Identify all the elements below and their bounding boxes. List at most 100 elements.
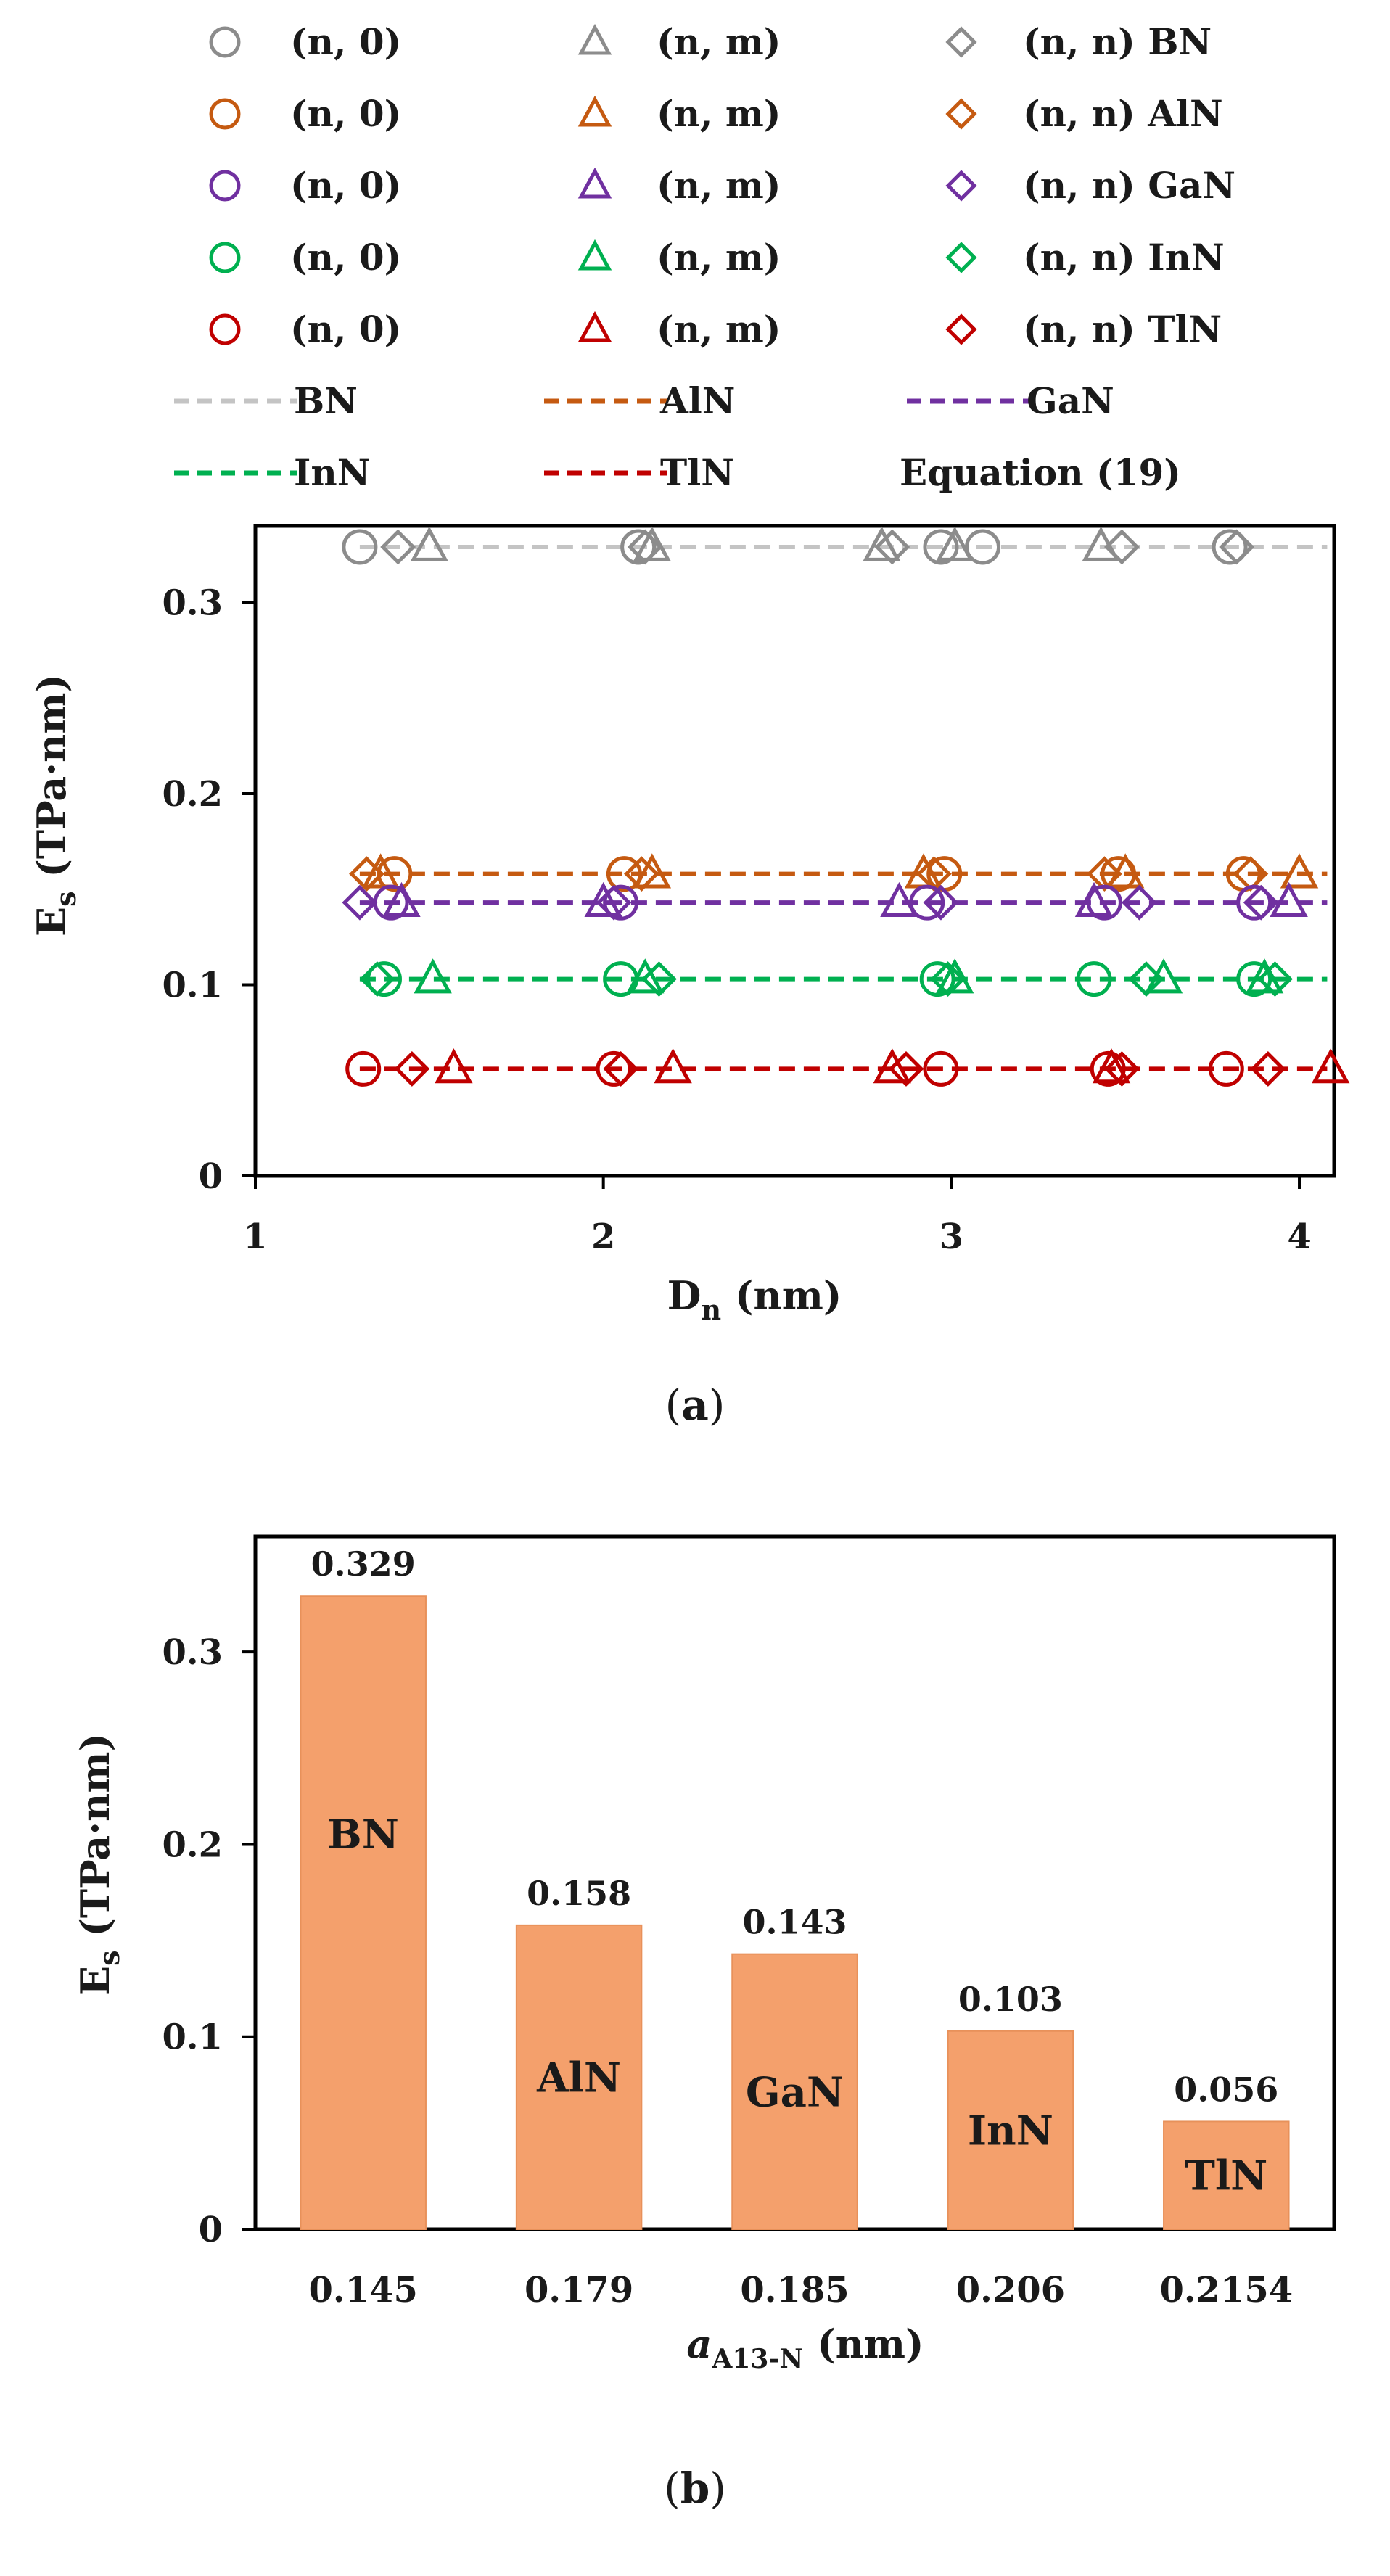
point-diamond-gan [1121,884,1157,921]
legend-label: (n, n) AlN [1023,92,1223,135]
point-triangle-gan [1270,881,1308,917]
y-tick-label: 0.1 [162,965,223,1005]
legend-label: (n, m) [657,236,781,279]
point-diamond-gan [1243,884,1279,921]
x-tick-label: 2 [591,1217,615,1257]
point-diamond-tln [1103,1050,1140,1087]
bar-tln [1163,2120,1290,2230]
legend-diamond-tln-icon [945,313,977,345]
y-axis-symbol: E [28,907,75,937]
x-axis-subscript-b: A13-N [711,2344,803,2374]
x-axis-title: Dn (nm) [667,1272,842,1326]
bar-material-label: AlN [536,2054,621,2102]
point-circle-gan [1236,884,1272,921]
y-axis-subscript: s [49,891,82,906]
point-triangle-tln [435,1048,473,1084]
panel-caption-a: (a) [665,1380,725,1430]
point-diamond-tln [603,1050,639,1087]
x-category-label: 0.179 [525,2270,633,2310]
legend-label: (n, m) [657,164,781,207]
y-axis-title: Es (TPa·nm) [28,674,82,937]
point-diamond-tln [888,1050,924,1087]
legend-label: (n, m) [657,92,781,135]
plot-area-frame [253,524,1336,1178]
legend-label: (n, 0) [290,20,401,63]
point-circle-bn [1212,529,1248,565]
point-circle-tln [596,1050,632,1087]
y-tick-label: 0.2 [162,774,223,815]
bar-value-label: 0.329 [311,1544,416,1584]
point-diamond-inn [1257,961,1293,997]
point-circle-inn [1236,961,1272,997]
point-triangle-aln [1280,853,1319,889]
point-triangle-tln [873,1048,912,1084]
y-tick-label-b: 0.2 [162,1824,223,1865]
legend-triangle-inn-icon [577,239,612,271]
point-diamond-inn [930,961,966,997]
bar-bn [300,1595,427,2230]
legend-label: (n, 0) [290,164,401,207]
point-diamond-gan [923,884,959,921]
scatter-chart-panel-a: 0 0.1 0.2 0.3 1 2 3 4 Es (TPa·nm) Dn (nm) (a) [28,524,1350,1430]
point-triangle-bn [410,526,449,561]
point-circle-gan [909,884,945,921]
point-circle-tln [1208,1050,1244,1087]
point-diamond-bn [1103,529,1140,565]
data-points [342,526,1350,1087]
point-triangle-gan [584,881,622,917]
legend-triangle-aln-icon [577,95,612,127]
y-tick-label-b: 0 [199,2210,223,2250]
x-tick-label: 4 [1287,1217,1311,1257]
y-tick-label: 0 [199,1156,223,1197]
point-triangle-aln [633,853,672,889]
point-diamond-aln [624,856,659,892]
legend-circle-aln-icon [209,98,241,130]
y-axis-unit: (TPa·nm) [28,674,75,891]
y-axis-ticks: 0 0.1 0.2 0.3 [162,583,255,1197]
legend-label: (n, n) GaN [1023,164,1235,207]
legend-label: (n, 0) [290,236,401,279]
point-triangle-inn [1144,958,1183,994]
bar-value-label: 0.158 [527,1874,631,1913]
point-triangle-tln [1311,1048,1350,1084]
point-diamond-aln [349,856,384,892]
legend-label: (n, n) InN [1023,236,1225,279]
y-axis-subscript-b: s [93,1950,126,1965]
point-diamond-bn [1219,529,1255,565]
bar-material-label: TlN [1185,2152,1267,2200]
point-triangle-tln [1092,1048,1131,1084]
point-circle-tln [923,1050,959,1087]
legend-label: (n, 0) [290,92,401,135]
point-diamond-bn [627,529,663,565]
point-circle-inn [366,961,402,997]
y-tick-label-b: 0.3 [162,1632,223,1673]
point-circle-tln [1090,1050,1126,1087]
point-triangle-inn [626,958,665,994]
point-triangle-gan [880,881,918,917]
point-circle-inn [919,961,955,997]
bar-material-label: BN [327,1811,399,1859]
point-diamond-tln [1250,1050,1286,1087]
point-circle-aln [377,856,413,892]
point-circle-bn [965,529,1001,565]
y-axis-symbol-b: E [72,1966,118,1996]
legend-label: (n, 0) [290,308,401,350]
legend-diamond-aln-icon [945,98,977,130]
point-triangle-gan [382,881,421,917]
y-axis-unit-b: (TPa·nm) [72,1733,118,1950]
point-circle-gan [1086,884,1122,921]
point-circle-inn [1076,961,1112,997]
equation-lines [359,544,1328,1071]
legend-label: BN [294,379,358,422]
point-diamond-inn [1128,961,1164,997]
bar-material-label: GaN [746,2068,844,2116]
x-axis-unit: (nm) [721,1272,842,1319]
legend-circle-bn-icon [209,26,241,58]
point-diamond-gan [596,884,632,921]
x-tick-label: 1 [243,1217,267,1257]
x-axis-subscript: n [701,1293,721,1326]
point-circle-bn [620,529,657,565]
y-axis-title-b: Es (TPa·nm) [72,1733,126,1996]
point-circle-aln [606,856,642,892]
legend-circle-gan-icon [209,170,241,202]
